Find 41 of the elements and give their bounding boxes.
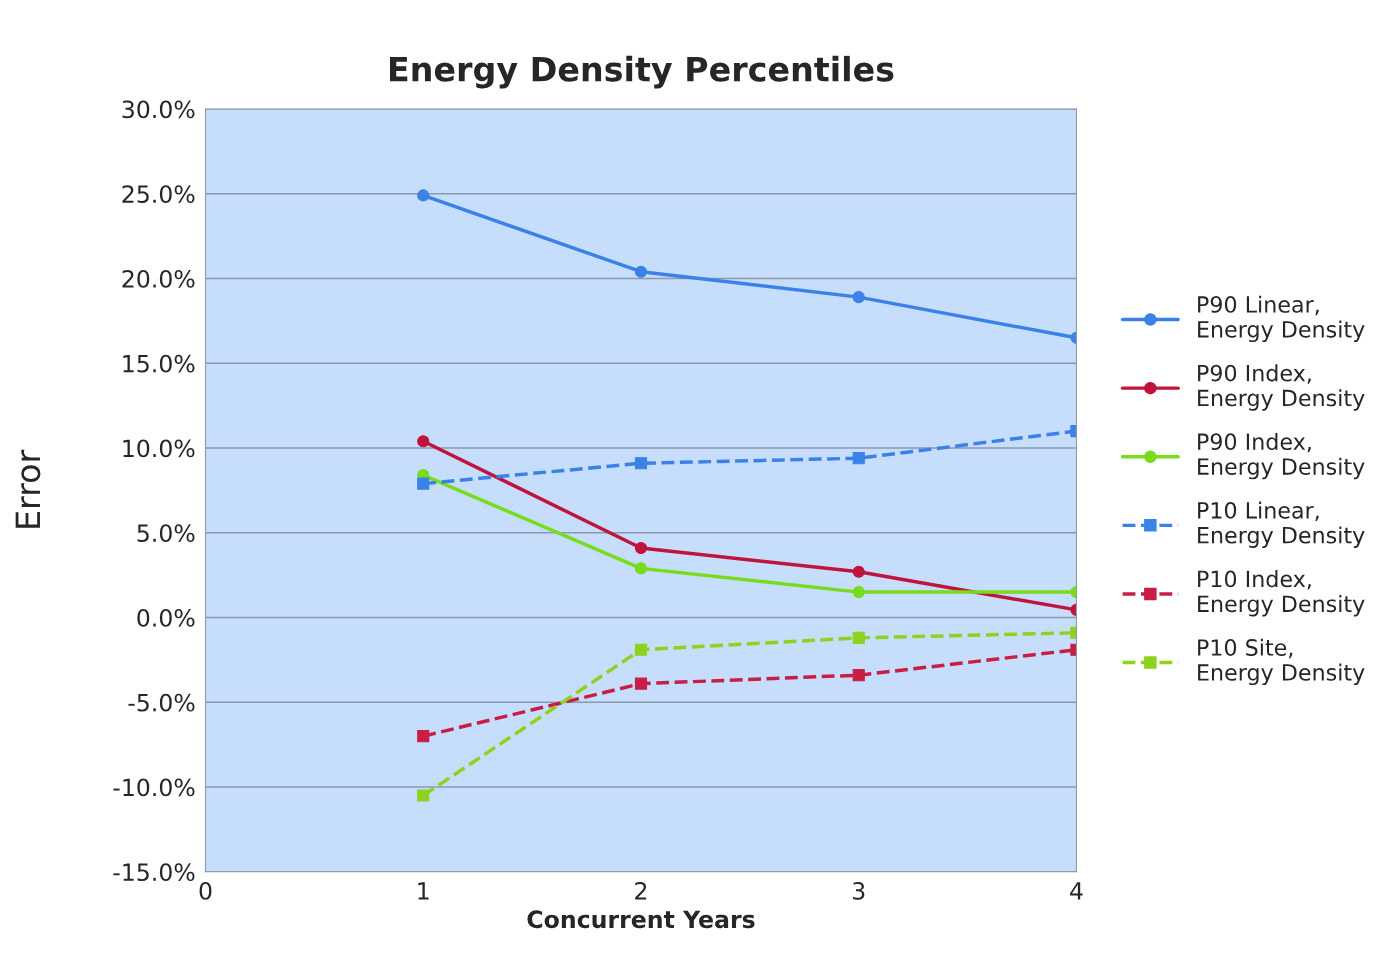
point [852,669,865,682]
y-tick-label: 0.0% [137,608,195,627]
legend-label: P10 Index, Energy Density [1198,570,1365,617]
x-axis-title: Concurrent Years [527,910,755,929]
y-tick-label: 5.0% [137,524,195,543]
y-axis-title: Error [15,449,41,528]
x-tick-label: 4 [1070,882,1083,900]
legend-label: P90 Index, Energy Density [1198,364,1365,411]
x-tick-label: 2 [635,881,647,900]
point [634,562,648,575]
point [417,730,430,743]
y-tick-label: 10.0% [123,439,195,458]
point [634,541,648,555]
point [852,565,865,578]
y-tick-label: -5.0% [128,693,195,712]
point [634,677,648,690]
x-tick-label: 3 [853,881,865,900]
point [634,457,648,470]
x-tick-label: 0 [199,881,212,900]
point [417,477,430,490]
point [634,643,648,656]
y-tick-label: 30.0% [122,100,195,119]
y-tick-label: -10.0% [113,778,195,797]
point [417,789,430,802]
y-tick-label: -15.0% [113,863,195,882]
y-tick-label: 20.0% [122,269,195,288]
y-tick-label: 25.0% [122,185,195,204]
x-tick-label: 1 [418,882,429,900]
chart-title: Energy Density Percentiles [390,55,894,89]
point [634,265,648,278]
point [852,291,865,304]
legend-label: P90 Index, Energy Density [1198,432,1365,480]
legend-label: P10 Site, Energy Density [1198,638,1365,686]
y-tick-label: 15.0% [123,354,195,373]
point [852,586,865,599]
legend-label: P90 Linear, Energy Density [1198,295,1365,343]
point [852,631,865,644]
legend-label: P10 Linear, Energy Density [1198,501,1365,548]
point [417,189,430,202]
point [852,452,865,465]
point [417,435,430,448]
